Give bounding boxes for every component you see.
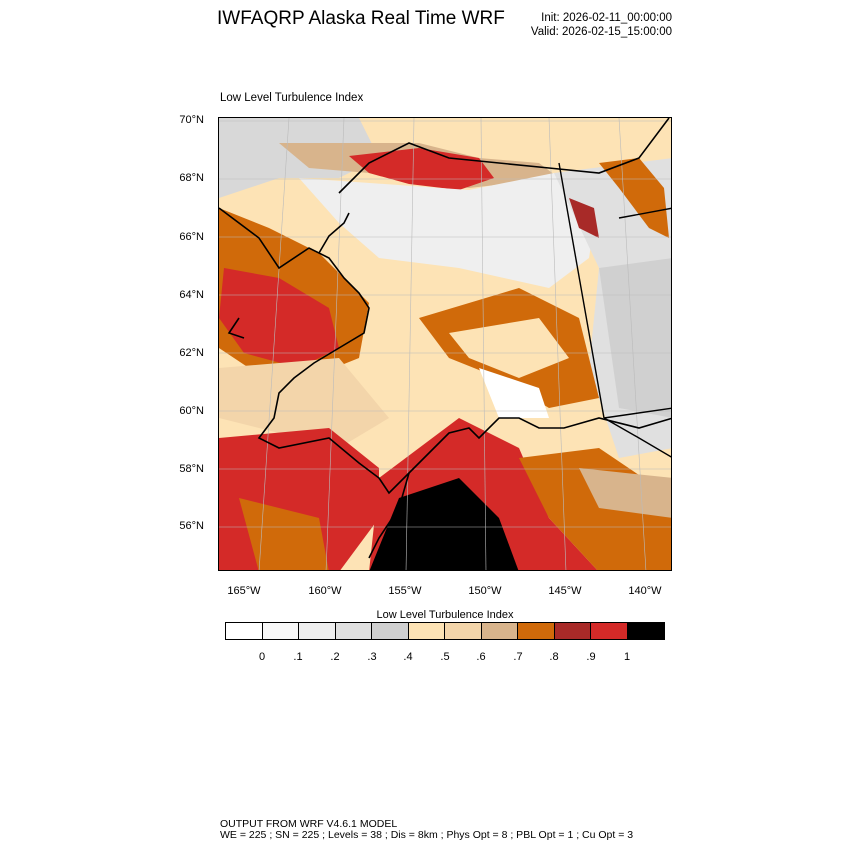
field-orange-bering: [239, 498, 329, 570]
model-info-line-2: WE = 225 ; SN = 225 ; Levels = 38 ; Dis …: [220, 829, 634, 841]
colorbar-swatch: [554, 623, 591, 639]
colorbar-title: Low Level Turbulence Index: [376, 609, 514, 621]
lon-label: 145°W: [548, 585, 582, 597]
field-tan-se: [579, 468, 671, 518]
colorbar-swatch: [299, 623, 336, 639]
colorbar-swatch: [372, 623, 409, 639]
model-info-line-1: OUTPUT FROM WRF V4.6.1 MODEL: [220, 818, 398, 830]
colorbar-swatch: [226, 623, 263, 639]
field-light-interior: [299, 173, 599, 288]
colorbar-label: 1: [623, 651, 631, 663]
colorbar: [225, 622, 665, 640]
lat-label: 64°N: [179, 289, 204, 301]
lon-label: 160°W: [308, 585, 342, 597]
lon-label: 165°W: [227, 585, 261, 597]
colorbar-label: .7: [513, 651, 523, 663]
field-orange-ne: [599, 158, 669, 238]
colorbar-swatch: [445, 623, 482, 639]
colorbar-label: 0: [258, 651, 266, 663]
colorbar-label: .9: [586, 651, 596, 663]
colorbar-label: .2: [330, 651, 340, 663]
field-tan-sw: [219, 358, 389, 448]
colorbar-label: .5: [440, 651, 450, 663]
valid-time: Valid: 2026-02-15_15:00:00: [530, 26, 672, 38]
lon-label: 155°W: [388, 585, 422, 597]
lon-label: 140°W: [628, 585, 662, 597]
lat-label: 60°N: [179, 405, 204, 417]
colorbar-swatch: [408, 623, 445, 639]
map-panel: [218, 117, 672, 571]
lat-label: 56°N: [179, 520, 204, 532]
page-title: IWFAQRP Alaska Real Time WRF: [217, 8, 505, 29]
colorbar-label: .8: [549, 651, 559, 663]
lat-label: 68°N: [179, 172, 204, 184]
colorbar-label: .6: [476, 651, 486, 663]
turbulence-field-map: [219, 118, 671, 570]
graticule: [219, 118, 671, 570]
borders: [558, 162, 671, 458]
field-cream-central: [449, 318, 569, 378]
lat-label: 62°N: [179, 347, 204, 359]
init-time: Init: 2026-02-11_00:00:00: [541, 12, 672, 24]
field-darkred-ne: [569, 198, 599, 238]
colorbar-swatch: [262, 623, 299, 639]
colorbar-swatch: [627, 623, 664, 639]
field-white-range: [479, 368, 549, 418]
lat-label: 58°N: [179, 463, 204, 475]
lat-label: 70°N: [179, 114, 204, 126]
colorbar-label: .3: [367, 651, 377, 663]
field-gray-yukon: [599, 258, 671, 418]
plot-title: Low Level Turbulence Index: [220, 92, 364, 104]
colorbar-swatch: [481, 623, 518, 639]
colorbar-swatch: [518, 623, 555, 639]
lon-label: 150°W: [468, 585, 502, 597]
coastlines: [219, 118, 671, 559]
field-black-gulf: [369, 478, 519, 570]
lat-label: 66°N: [179, 231, 204, 243]
field-red-west: [219, 268, 339, 368]
colorbar-swatch: [335, 623, 372, 639]
colorbar-swatch: [591, 623, 628, 639]
colorbar-label: .4: [403, 651, 413, 663]
colorbar-label: .1: [293, 651, 303, 663]
